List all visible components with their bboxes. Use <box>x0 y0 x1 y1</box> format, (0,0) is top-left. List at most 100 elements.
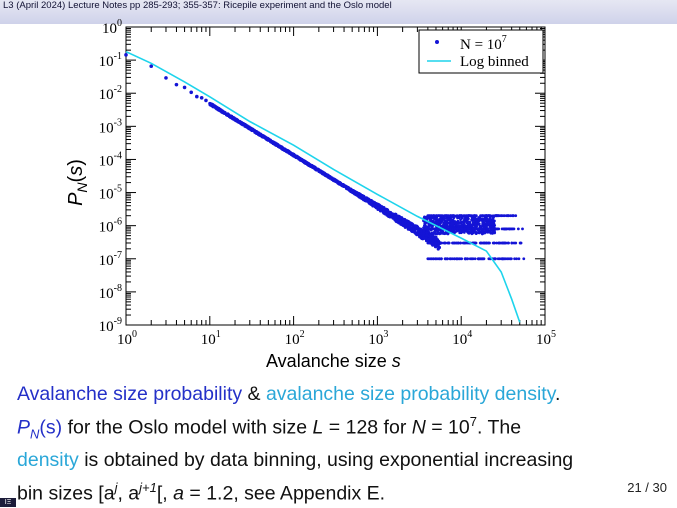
data-point <box>291 153 295 157</box>
data-point <box>372 203 376 207</box>
data-point <box>476 257 480 261</box>
data-point <box>303 160 308 164</box>
data-point <box>459 218 462 222</box>
data-point <box>479 241 483 245</box>
data-point <box>440 241 444 245</box>
data-point <box>433 230 437 234</box>
x-tick-label: 102 <box>285 329 305 348</box>
data-point <box>493 230 497 234</box>
data-point <box>474 218 478 222</box>
caption-P-sub: N <box>30 426 40 442</box>
caption-line4-c: , a <box>117 482 140 505</box>
data-point <box>456 220 460 224</box>
y-tick-label: 10-9 <box>99 316 122 335</box>
data-point <box>396 215 400 219</box>
data-point <box>487 257 491 261</box>
data-point <box>490 227 494 231</box>
data-point <box>495 227 499 231</box>
caption-line-3: density is obtained by data binning, usi… <box>17 447 667 474</box>
data-point <box>434 221 438 224</box>
data-point <box>249 128 254 132</box>
ylabel-args: ( <box>64 175 87 183</box>
xlabel-var: s <box>391 351 401 371</box>
data-point <box>314 167 318 171</box>
x-tick-label: 103 <box>368 329 388 348</box>
data-point <box>411 222 415 227</box>
caption-a: a <box>173 482 184 505</box>
data-point <box>221 110 225 115</box>
ylabel-close: ) <box>64 159 87 166</box>
data-point <box>438 217 442 221</box>
data-point <box>199 95 204 100</box>
data-point <box>512 227 516 231</box>
data-point <box>383 212 387 216</box>
legend-label-n: N = 107 <box>460 34 507 53</box>
data-point <box>189 90 194 95</box>
data-point <box>259 133 263 137</box>
caption-line2-h: . The <box>476 416 522 439</box>
data-point <box>493 257 497 261</box>
data-point <box>124 53 128 57</box>
caption-sup-j: j <box>114 480 118 496</box>
data-point <box>470 214 474 218</box>
data-point <box>521 227 524 231</box>
data-point <box>456 241 460 245</box>
data-point <box>510 241 514 245</box>
data-point <box>445 217 449 221</box>
data-point <box>374 206 379 210</box>
data-point <box>482 257 486 261</box>
data-point <box>516 227 520 231</box>
data-points <box>124 53 526 261</box>
data-point <box>503 241 507 245</box>
data-point <box>444 241 448 245</box>
data-point <box>501 241 505 245</box>
data-point <box>255 130 259 134</box>
data-point <box>495 241 499 245</box>
data-point <box>450 222 453 226</box>
data-point <box>487 221 491 225</box>
data-point <box>307 162 311 166</box>
caption-line-1: Avalanche size probability & avalanche s… <box>17 381 667 408</box>
data-point <box>515 257 519 261</box>
data-point <box>477 223 481 226</box>
data-point <box>413 229 417 233</box>
data-point <box>451 227 455 231</box>
y-tick-label: 10-6 <box>99 217 122 236</box>
data-point <box>487 214 491 218</box>
caption: Avalanche size probability & avalanche s… <box>17 381 667 508</box>
legend-point-marker <box>435 40 439 44</box>
data-point <box>458 227 462 231</box>
data-point <box>471 224 474 228</box>
data-point <box>448 227 452 231</box>
y-tick-label: 10-2 <box>99 84 122 103</box>
data-point <box>336 180 340 184</box>
data-point <box>430 227 434 231</box>
data-point <box>462 231 466 234</box>
plot-frame <box>125 26 546 326</box>
data-point <box>492 227 496 231</box>
data-point <box>477 227 480 231</box>
data-point <box>352 190 356 194</box>
data-point <box>440 214 444 218</box>
ylabel-P: P <box>64 192 87 206</box>
legend-box <box>418 29 544 74</box>
data-point <box>427 237 432 241</box>
data-point <box>479 227 483 231</box>
x-tick-label: 100 <box>117 329 137 348</box>
data-point <box>403 220 408 224</box>
caption-line2-e: = 128 for <box>323 416 412 439</box>
data-point <box>429 219 433 222</box>
data-point <box>466 257 470 261</box>
data-point <box>182 85 187 90</box>
x-axis-label: Avalanche size s <box>266 351 401 372</box>
data-point <box>436 244 440 248</box>
data-point <box>367 199 371 204</box>
caption-density-word: density <box>17 449 79 472</box>
caption-prob: Avalanche size probability <box>17 383 243 405</box>
plot-area: 100 101 102 103 104 105 100 10-1 10-2 10-3 10-4 10-… <box>99 18 556 348</box>
x-tick-label: 105 <box>536 329 556 348</box>
data-point <box>364 196 368 200</box>
data-point <box>245 124 249 128</box>
data-point <box>507 214 510 218</box>
page-number: 21 / 30 <box>627 480 667 495</box>
